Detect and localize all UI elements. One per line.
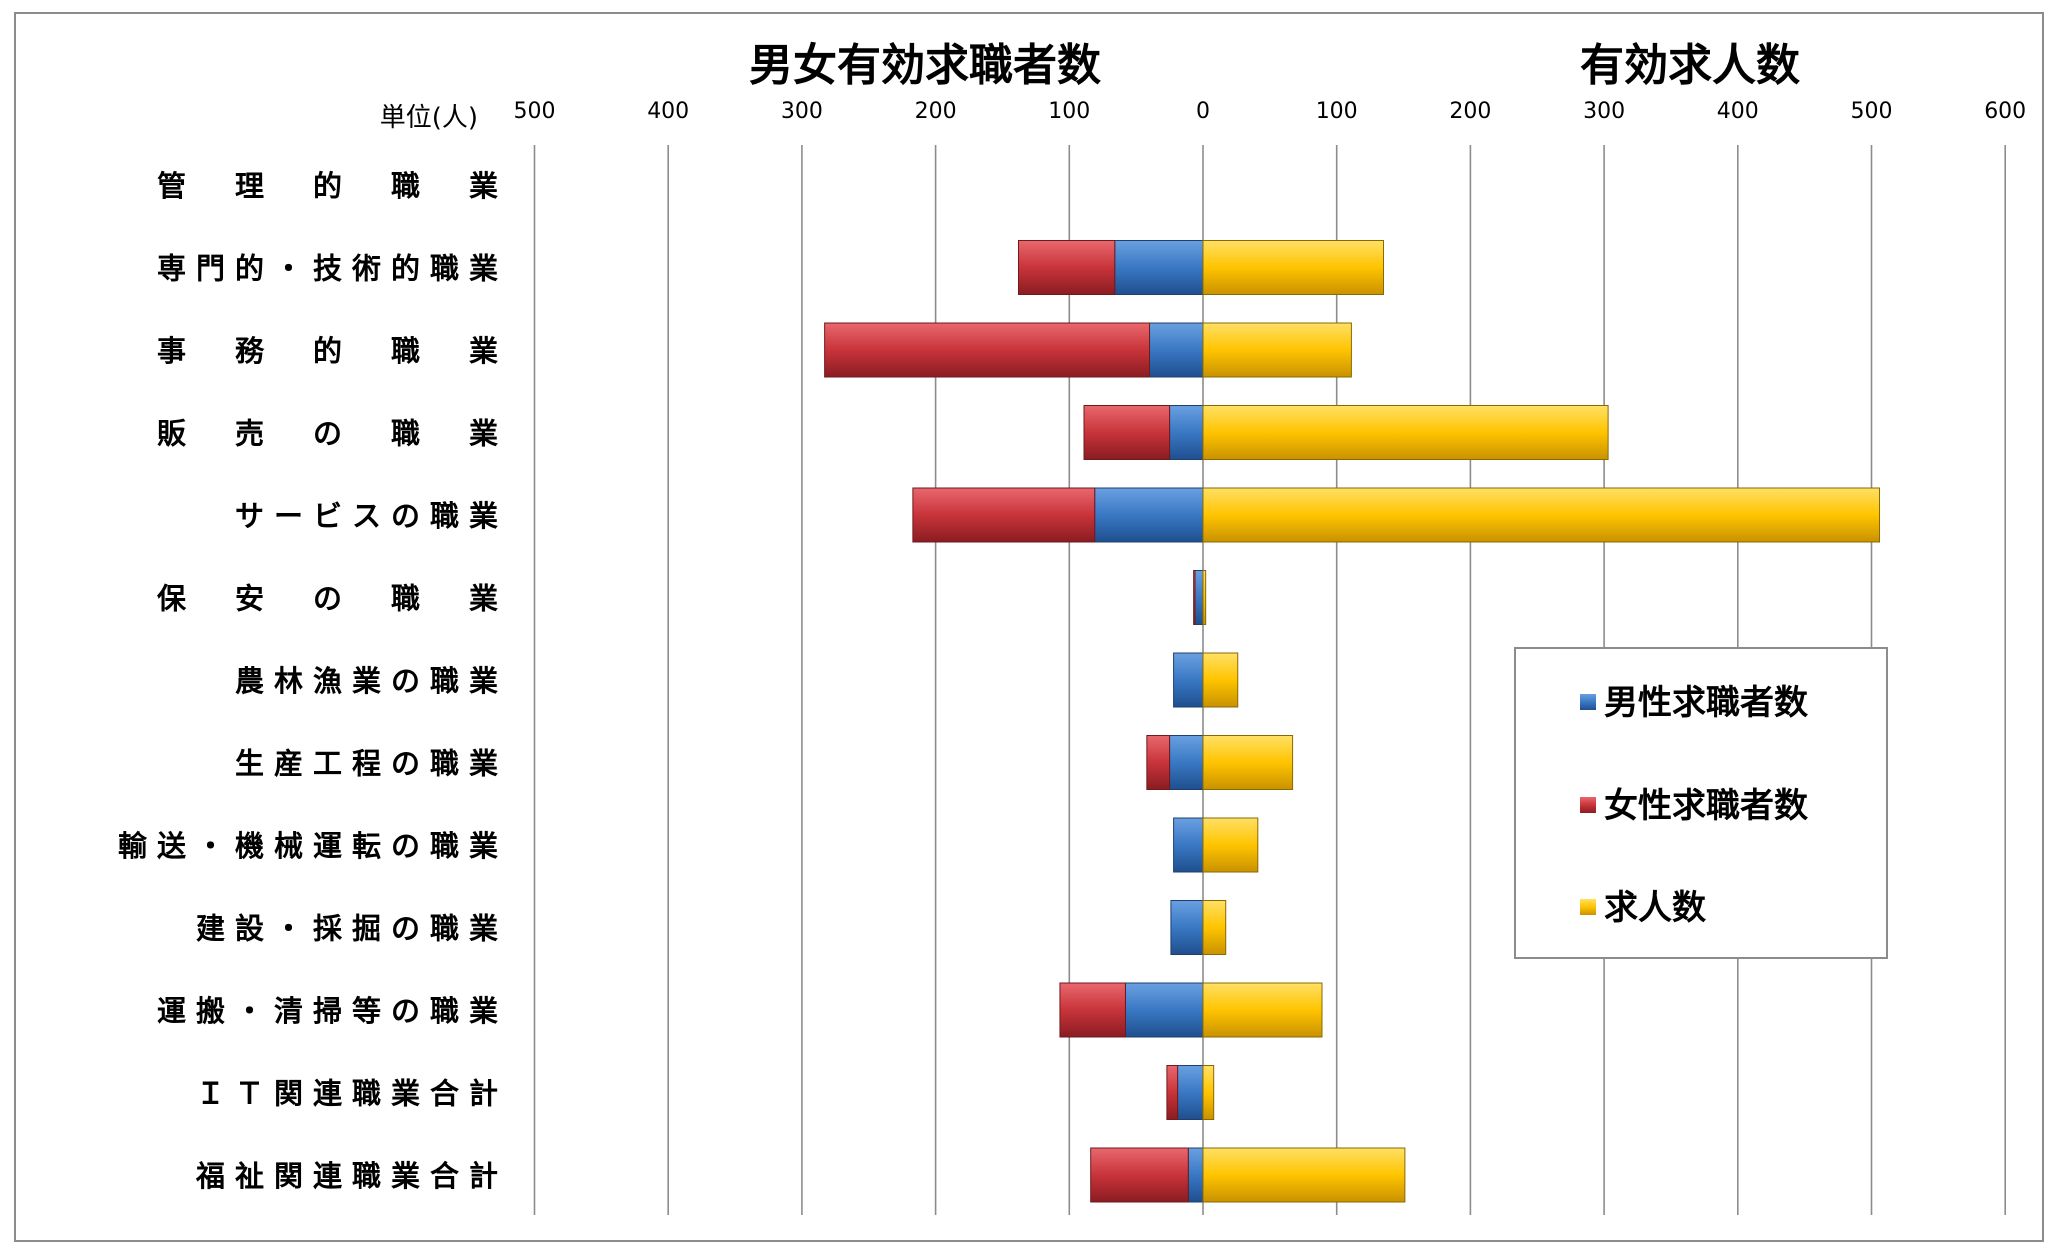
category-label: 事 務 的 職 業 [157, 334, 508, 368]
legend-swatch-male [1580, 694, 1596, 710]
bar-male [1149, 322, 1204, 378]
x-tick-label-right: 200 [1449, 99, 1491, 124]
legend-box [1514, 647, 1888, 959]
bar-openings [1202, 405, 1609, 460]
bar-openings [1202, 817, 1259, 873]
x-tick-label-right: 500 [1851, 99, 1893, 124]
bar-female [1146, 735, 1171, 790]
bar-female [1017, 240, 1116, 295]
bar-female [912, 487, 1096, 543]
category-label: 専門的・技術的職業 [157, 252, 508, 286]
x-tick-label-right: 300 [1583, 99, 1625, 124]
bar-openings [1202, 652, 1239, 708]
bar-male [1094, 487, 1204, 543]
x-tick-label-left: 300 [781, 99, 823, 124]
bar-male [1187, 1147, 1204, 1203]
bar-openings [1202, 900, 1227, 955]
title-left: 男女有効求職者数 [749, 40, 1101, 91]
category-label: 保 安 の 職 業 [156, 582, 508, 616]
legend-label-male: 男性求職者数 [1604, 683, 1808, 723]
legend-swatch-openings [1580, 899, 1596, 915]
x-tick-label-left: 400 [647, 99, 689, 124]
legend-swatch-female [1580, 797, 1596, 813]
category-label: ＩＴ関連職業合計 [196, 1077, 508, 1111]
bar-openings [1202, 735, 1294, 790]
bar-female [1193, 570, 1196, 625]
legend-label-female: 女性求職者数 [1604, 786, 1808, 826]
category-label: 管 理 的 職 業 [157, 169, 508, 203]
bar-female [1059, 982, 1126, 1038]
bar-male [1114, 240, 1204, 295]
x-tick-label-left: 200 [915, 99, 957, 124]
bar-openings [1202, 322, 1352, 378]
bar-openings [1202, 1147, 1406, 1203]
category-label: サービスの職業 [235, 499, 508, 533]
x-tick-label-left: 100 [1048, 99, 1090, 124]
x-tick-label-right: 100 [1316, 99, 1358, 124]
bar-openings [1202, 570, 1207, 625]
category-label: 農林漁業の職業 [235, 664, 508, 698]
bar-male [1173, 817, 1204, 873]
chart-frame [14, 12, 2044, 1242]
bar-male [1173, 652, 1204, 708]
bar-female [1090, 1147, 1189, 1203]
bar-openings [1202, 240, 1384, 295]
bar-male [1169, 735, 1204, 790]
bar-male [1170, 900, 1204, 955]
legend: 男性求職者数 女性求職者数 求人数 [1514, 647, 1888, 959]
x-tick-label-left: 500 [514, 99, 556, 124]
category-label: 福祉関連職業合計 [195, 1159, 508, 1193]
category-label: 販 売 の 職 業 [157, 417, 508, 451]
category-label: 運搬・清掃等の職業 [157, 994, 508, 1028]
bar-male [1177, 1065, 1204, 1120]
bar-male [1194, 570, 1204, 625]
bar-openings [1202, 1065, 1215, 1120]
legend-label-openings: 求人数 [1604, 888, 1706, 928]
bar-male [1169, 405, 1204, 460]
unit-label: 単位(人) [380, 103, 478, 133]
category-label: 生産工程の職業 [235, 747, 508, 781]
bar-male [1124, 982, 1204, 1038]
title-right: 有効求人数 [1580, 40, 1800, 91]
bar-openings [1202, 487, 1881, 543]
x-axis-ticks: 500 400 300 200 100 0 100 200 300 400 500 600 [514, 99, 2027, 124]
bar-female [824, 322, 1151, 378]
bar-female [1083, 405, 1171, 460]
category-label: 建設・採掘の職業 [196, 912, 508, 946]
x-tick-label-right: 400 [1717, 99, 1759, 124]
x-tick-label-right: 600 [1984, 99, 2026, 124]
category-label: 輸送・機械運転の職業 [118, 829, 508, 863]
bar-female [1166, 1065, 1179, 1120]
bar-openings [1202, 982, 1323, 1038]
x-tick-label-left: 0 [1196, 99, 1210, 124]
bars [824, 240, 1881, 1203]
